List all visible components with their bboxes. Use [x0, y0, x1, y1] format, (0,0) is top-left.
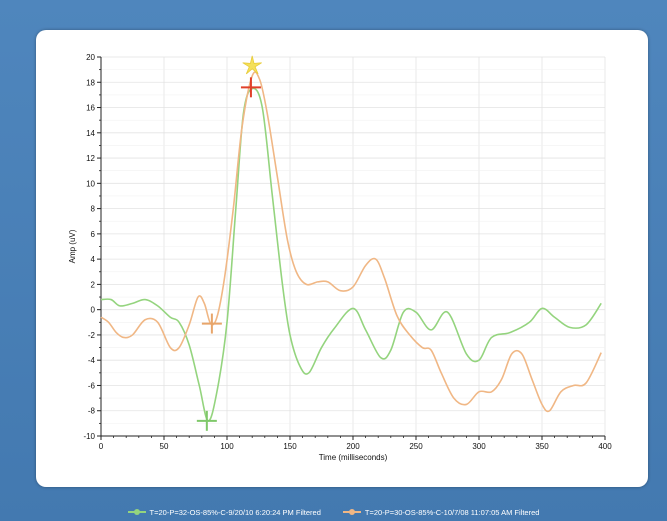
x-tick-label: 150: [283, 442, 297, 451]
y-tick-label: -8: [88, 407, 96, 416]
y-tick-label: -4: [88, 356, 96, 365]
y-tick-label: 6: [91, 230, 96, 239]
x-tick-label: 200: [346, 442, 360, 451]
y-tick-label: 4: [91, 255, 96, 264]
y-tick-label: 0: [91, 306, 96, 315]
y-tick-label: 18: [86, 78, 95, 87]
x-tick-label: 350: [535, 442, 549, 451]
y-tick-label: -2: [88, 331, 96, 340]
legend-swatch-series-1: [127, 509, 146, 515]
x-tick-label: 0: [99, 442, 104, 451]
y-tick-label: 8: [91, 205, 96, 214]
y-tick-label: -6: [88, 381, 96, 390]
y-axis-label: Amp (uV): [68, 229, 77, 263]
x-tick-label: 100: [220, 442, 234, 451]
x-tick-label: 50: [160, 442, 169, 451]
y-tick-label: 12: [86, 154, 95, 163]
x-axis-label: Time (milliseconds): [319, 453, 388, 462]
legend-label-series-1: T=20-P=32-OS-85%-C-9/20/10 6:20:24 PM Fi…: [149, 507, 321, 517]
yellow-star-marker: [242, 55, 262, 75]
y-tick-label: 2: [91, 280, 96, 289]
x-tick-label: 300: [472, 442, 486, 451]
legend-swatch-series-2: [342, 509, 361, 515]
y-tick-label: 14: [86, 129, 95, 138]
x-tick-label: 400: [598, 442, 612, 451]
y-tick-label: 20: [86, 53, 95, 62]
x-tick-label: 250: [409, 442, 423, 451]
series-line-2: [100, 71, 602, 413]
legend: T=20-P=32-OS-85%-C-9/20/10 6:20:24 PM Fi…: [0, 503, 667, 521]
legend-item-series-2[interactable]: T=20-P=30-OS-85%-C-10/7/08 11:07:05 AM F…: [342, 507, 540, 517]
y-tick-label: -10: [83, 432, 95, 441]
legend-item-series-1[interactable]: T=20-P=32-OS-85%-C-9/20/10 6:20:24 PM Fi…: [127, 507, 321, 517]
y-tick-label: 10: [86, 179, 95, 188]
green-cross-marker: [196, 410, 217, 431]
red-cross-marker: [240, 77, 261, 98]
legend-label-series-2: T=20-P=30-OS-85%-C-10/7/08 11:07:05 AM F…: [364, 507, 540, 517]
orange-cross-marker: [201, 313, 222, 334]
series-line-1: [100, 87, 602, 422]
y-tick-label: 16: [86, 104, 95, 113]
